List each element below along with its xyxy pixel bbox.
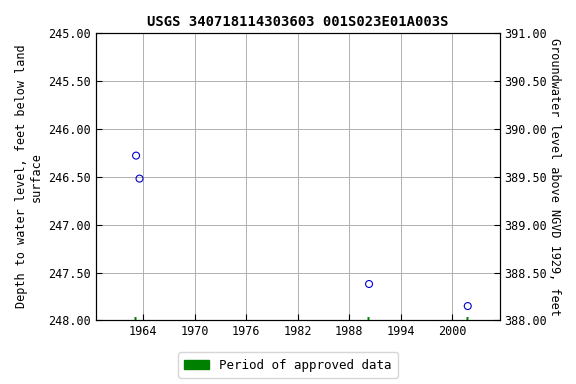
Point — [135, 175, 144, 182]
Title: USGS 340718114303603 001S023E01A003S: USGS 340718114303603 001S023E01A003S — [147, 15, 449, 29]
Y-axis label: Depth to water level, feet below land
surface: Depth to water level, feet below land su… — [15, 45, 43, 308]
Point — [463, 303, 472, 309]
Legend: Period of approved data: Period of approved data — [178, 352, 398, 378]
Y-axis label: Groundwater level above NGVD 1929, feet: Groundwater level above NGVD 1929, feet — [548, 38, 561, 316]
Point — [365, 281, 374, 287]
Point — [131, 152, 141, 159]
